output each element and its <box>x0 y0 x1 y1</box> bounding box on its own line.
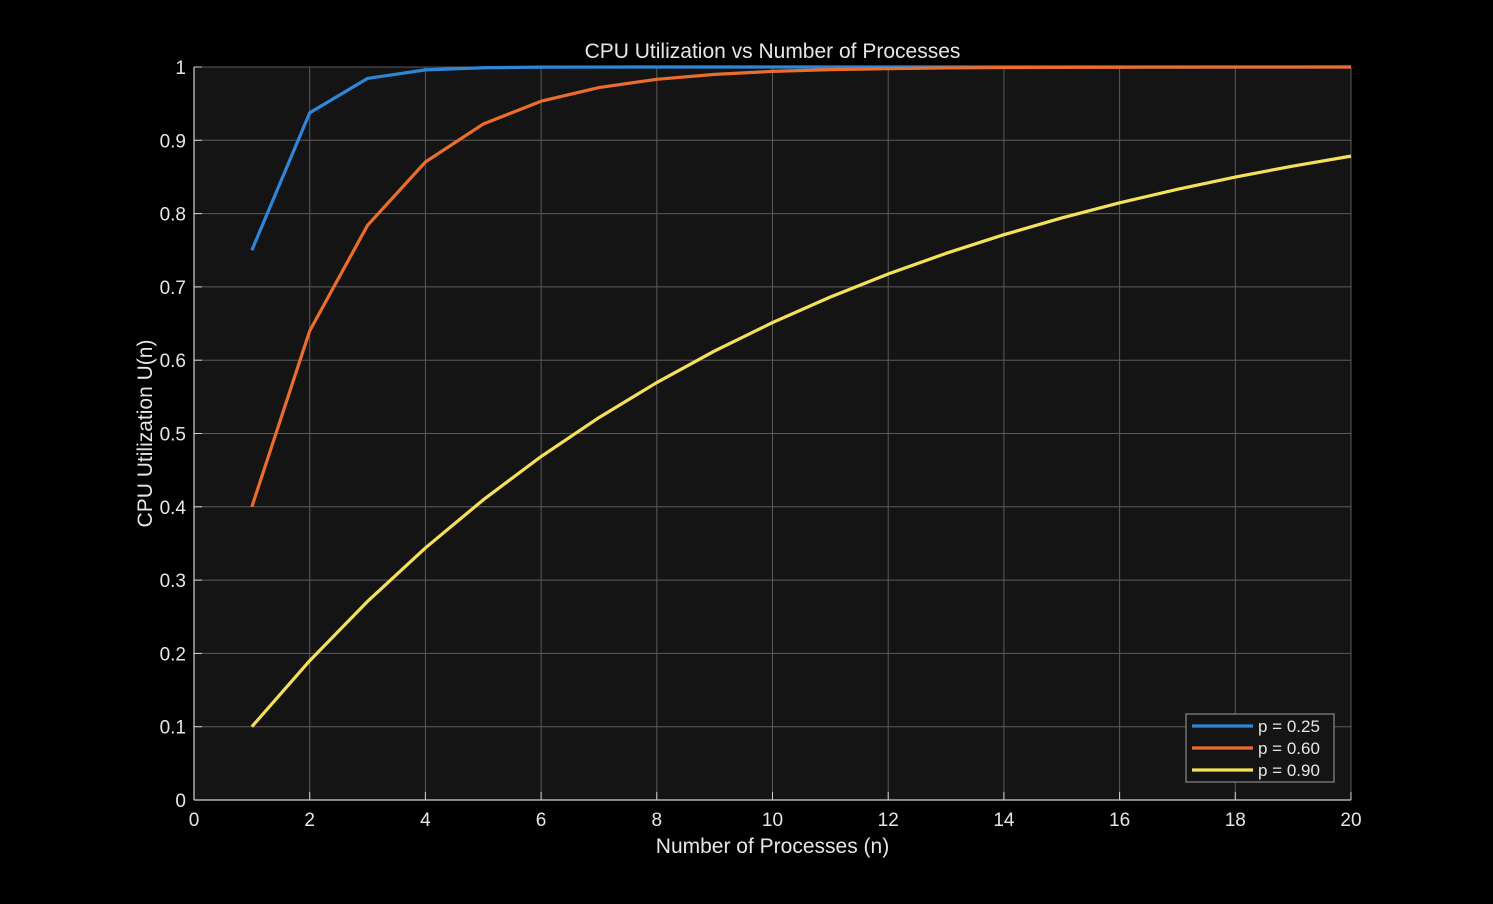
x-tick-label: 0 <box>189 810 200 831</box>
series-lines <box>250 65 1352 728</box>
x-tick-label: 18 <box>1225 810 1246 831</box>
x-tick-label: 14 <box>993 810 1015 831</box>
legend-label: p = 0.60 <box>1258 739 1320 758</box>
y-tick-label: 0.2 <box>160 644 186 665</box>
x-tick-label: 12 <box>878 810 899 831</box>
x-tick-label: 4 <box>420 810 431 831</box>
legend-label: p = 0.90 <box>1258 761 1320 780</box>
series-line-3 <box>250 154 1352 728</box>
x-axis-label: Number of Processes (n) <box>656 835 889 858</box>
legend-label: p = 0.25 <box>1258 717 1320 736</box>
legend: p = 0.25 p = 0.60 p = 0.90 <box>1185 713 1335 783</box>
y-tick-label: 0.5 <box>160 425 186 446</box>
y-tick-label: 1 <box>175 58 186 79</box>
x-tick-label: 16 <box>1109 810 1130 831</box>
x-tick-label: 8 <box>652 810 663 831</box>
series-line-2 <box>250 65 1352 508</box>
legend-entries: p = 0.25 p = 0.60 p = 0.90 <box>1192 717 1320 780</box>
x-tick-label: 10 <box>762 810 783 831</box>
y-tick-label: 0.9 <box>160 131 186 152</box>
y-tick-label: 0.6 <box>160 351 186 372</box>
x-tick-label: 6 <box>536 810 547 831</box>
y-axis-label: CPU Utilization U(n) <box>134 340 157 528</box>
chart-title: CPU Utilization vs Number of Processes <box>585 40 961 63</box>
y-tick-label: 0.4 <box>160 498 187 519</box>
y-tick-label: 0.1 <box>160 718 186 739</box>
x-tick-label: 2 <box>304 810 315 831</box>
tick-labels: 0 2 4 6 8 10 12 14 16 18 20 0 0.1 0.2 0.3 0.4 0.5 0.6 0.7 0… <box>160 58 1362 831</box>
x-tick-label: 20 <box>1340 810 1361 831</box>
y-tick-label: 0 <box>175 791 186 812</box>
axes <box>193 66 1352 801</box>
y-tick-label: 0.3 <box>160 571 186 592</box>
y-tick-label: 0.7 <box>160 278 186 299</box>
y-tick-label: 0.8 <box>160 205 186 226</box>
